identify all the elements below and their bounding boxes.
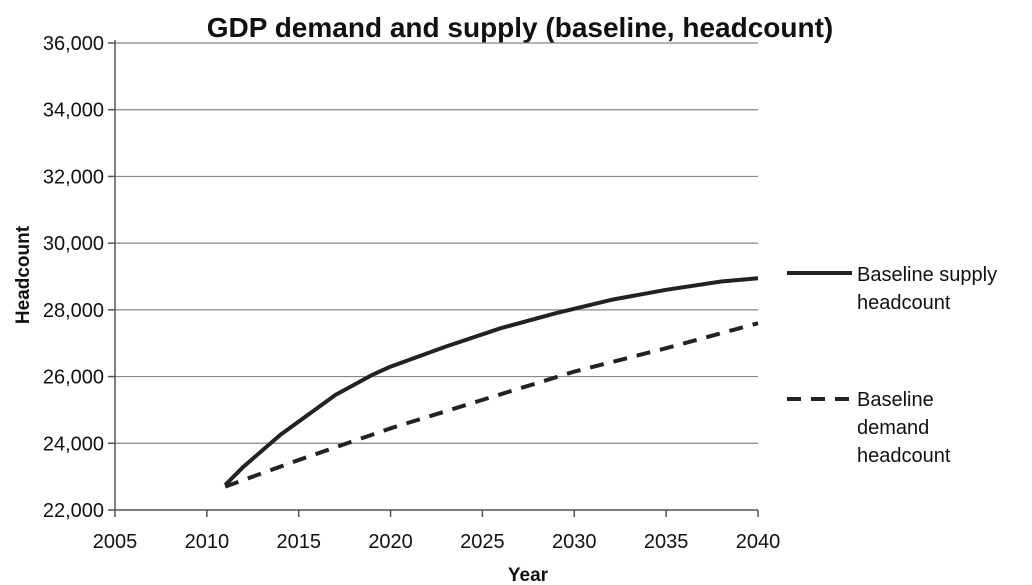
legend: Baseline supply headcount Baseline deman… [787,264,997,467]
x-axis-label: Year [508,565,549,585]
x-tick-label: 2025 [460,531,505,553]
y-tick-label: 34,000 [43,100,104,122]
demand-line [224,321,759,489]
y-tick-label: 22,000 [43,500,104,522]
legend-item-supply: Baseline supply headcount [787,264,997,314]
legend-label-supply-line2: headcount [857,292,951,314]
x-tick-label: 2010 [185,531,230,553]
chart-title: GDP demand and supply (baseline, headcou… [207,12,833,43]
legend-label-demand-line3: headcount [857,445,951,467]
x-tick-label: 2015 [276,531,321,553]
gridlines [115,42,758,444]
y-tick-label: 30,000 [43,233,104,255]
supply-line [223,276,759,487]
x-tick-label: 2020 [368,531,413,553]
y-tick-label: 24,000 [43,433,104,455]
y-tick-label: 36,000 [43,33,104,55]
y-tick-label: 26,000 [43,367,104,389]
legend-label-supply-line1: Baseline supply [857,264,997,286]
y-axis-ticks: 22,000 24,000 26,000 28,000 30,000 32,000 34,0… [43,33,115,522]
legend-label-demand-line1: Baseline [857,389,934,411]
x-tick-label: 2030 [552,531,597,553]
x-tick-label: 2005 [93,531,138,553]
legend-item-demand: Baseline demand headcount [787,389,951,467]
series-lines [223,276,759,489]
y-tick-label: 28,000 [43,300,104,322]
x-axis-ticks: 2005 2010 2015 2020 2025 2030 2035 2040 [93,510,781,553]
x-tick-label: 2035 [644,531,689,553]
legend-label-demand-line2: demand [857,417,929,439]
y-tick-label: 32,000 [43,166,104,188]
x-tick-label: 2040 [736,531,781,553]
y-axis-label: Headcount [13,225,34,324]
